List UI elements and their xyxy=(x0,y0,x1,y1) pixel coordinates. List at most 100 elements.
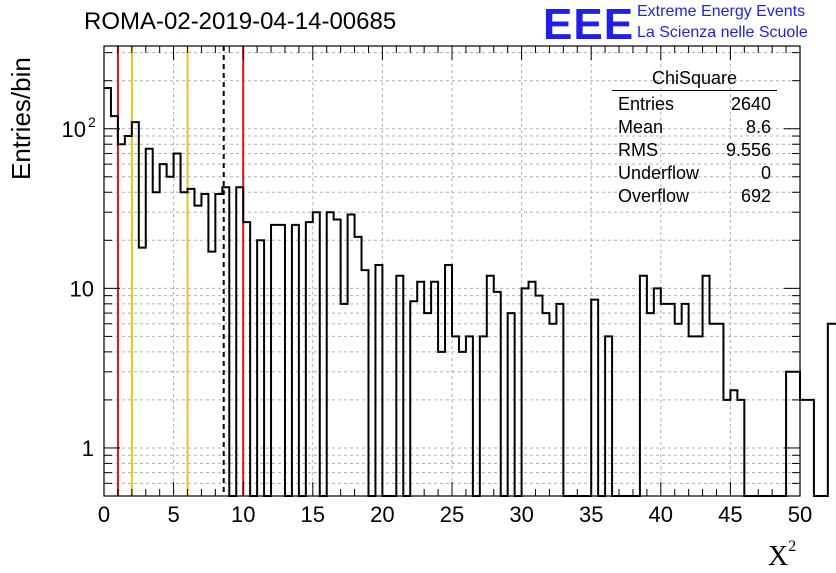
stats-row-rms: RMS 9.556 xyxy=(618,140,771,160)
histogram-bin xyxy=(668,304,675,496)
x-axis-label: X2 xyxy=(768,538,797,572)
histogram-bin xyxy=(334,220,341,496)
x-tick-label: 10 xyxy=(231,502,255,527)
histogram-bin xyxy=(487,276,494,496)
histogram-bin xyxy=(271,225,278,496)
histogram-bin xyxy=(132,122,139,496)
histogram-bin xyxy=(174,153,181,496)
histogram-bin xyxy=(160,164,167,496)
logo-line-1: Extreme Energy Events xyxy=(637,3,806,20)
histogram-bin xyxy=(807,400,814,496)
eee-logo: EEE xyxy=(543,0,635,49)
histogram-bin xyxy=(243,222,250,496)
stats-box: ChiSquare Entries 2640 Mean 8.6 RMS 9.556 U… xyxy=(612,68,777,208)
histogram-bin xyxy=(201,194,208,496)
histogram-bin xyxy=(410,301,417,496)
histogram-bin xyxy=(452,336,459,496)
histogram-bin xyxy=(236,187,243,496)
axis-ticks xyxy=(103,46,801,497)
histogram-bin xyxy=(640,276,647,496)
logo-line-2: La Scienza nelle Scuole xyxy=(637,24,808,41)
x-tick-label: 20 xyxy=(370,502,394,527)
y-tick-label: 1 xyxy=(82,436,94,461)
stats-row-underflow: Underflow 0 xyxy=(618,163,771,183)
histogram-bin xyxy=(605,336,612,496)
x-tick-label: 45 xyxy=(718,502,742,527)
histogram-bin xyxy=(125,136,132,496)
histogram-bin xyxy=(222,187,229,496)
histogram-bin xyxy=(181,192,188,496)
histogram-bin xyxy=(723,400,730,496)
y-tick-label: 10 xyxy=(62,117,86,142)
histogram-bin xyxy=(710,324,717,496)
histogram-bin xyxy=(591,300,598,496)
histogram-bin xyxy=(716,324,723,496)
histogram-bin xyxy=(375,265,382,496)
histogram-bin xyxy=(306,222,313,496)
x-tick-label: 5 xyxy=(167,502,179,527)
histogram-bin xyxy=(549,324,556,496)
histogram-bin xyxy=(438,352,445,496)
histogram-bin xyxy=(153,192,160,496)
chart-title: ROMA-02-2019-04-14-00685 xyxy=(84,8,397,35)
histogram-bin xyxy=(278,225,285,496)
histogram-bin xyxy=(348,215,355,496)
stats-title: ChiSquare xyxy=(612,68,777,91)
x-tick-label: 15 xyxy=(301,502,325,527)
stats-row-entries: Entries 2640 xyxy=(618,94,771,114)
x-tick-label: 40 xyxy=(649,502,673,527)
histogram-bin xyxy=(494,292,501,496)
histogram-bin xyxy=(786,372,793,496)
histogram-bin xyxy=(362,270,369,496)
x-tick-label: 25 xyxy=(440,502,464,527)
histogram-bin xyxy=(396,276,403,496)
histogram-bin xyxy=(445,265,452,496)
stats-row-overflow: Overflow 692 xyxy=(618,186,771,206)
histogram-bin xyxy=(689,336,696,496)
histogram-bin xyxy=(188,189,195,496)
histogram-bin xyxy=(675,324,682,496)
histogram-bin xyxy=(111,116,118,496)
x-tick-label: 35 xyxy=(579,502,603,527)
histogram-bin xyxy=(647,313,654,496)
histogram-bin xyxy=(542,313,549,496)
histogram-bin xyxy=(730,390,737,496)
histogram-bin xyxy=(828,324,835,496)
histogram-bin xyxy=(682,304,689,496)
histogram-bin xyxy=(508,313,515,496)
x-tick-label: 30 xyxy=(509,502,533,527)
histogram-bin xyxy=(327,212,334,496)
histogram-bin xyxy=(737,400,744,496)
histogram-bin xyxy=(529,282,536,496)
histogram-bin xyxy=(661,304,668,496)
histogram-bin xyxy=(703,276,710,496)
y-tick-label-exponent: 2 xyxy=(88,114,96,130)
histogram-bin xyxy=(313,212,320,496)
histogram-bin xyxy=(466,336,473,496)
histogram-bin xyxy=(104,88,111,496)
y-tick-label: 10 xyxy=(70,276,94,301)
histogram-bin xyxy=(800,400,807,496)
histogram-bin xyxy=(424,313,431,496)
histogram-bin xyxy=(355,237,362,496)
x-tick-label: 0 xyxy=(98,502,110,527)
histogram-bin xyxy=(208,252,215,496)
histogram-bin xyxy=(215,194,222,496)
histogram-bin xyxy=(417,282,424,496)
histogram-bin xyxy=(118,144,125,496)
histogram-bin xyxy=(341,304,348,496)
histogram-bin xyxy=(167,177,174,496)
histogram-bin xyxy=(292,225,299,496)
histogram-bin xyxy=(459,352,466,496)
histogram-bin xyxy=(146,149,153,496)
histogram-bin xyxy=(654,288,661,496)
histogram-bin xyxy=(139,248,146,496)
histogram-bin xyxy=(257,240,264,496)
histogram-bin xyxy=(194,206,201,496)
histogram-bin xyxy=(522,288,529,496)
histogram-bin xyxy=(480,336,487,496)
histogram-bin xyxy=(431,282,438,496)
x-tick-label: 50 xyxy=(788,502,812,527)
